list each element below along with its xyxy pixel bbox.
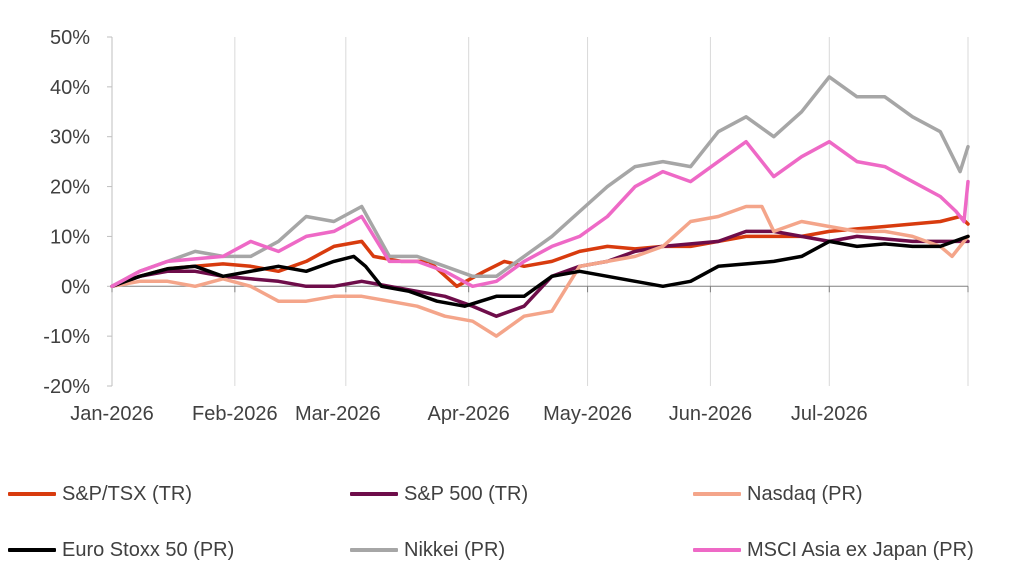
x-tick-label: Apr-2026 xyxy=(428,403,510,425)
y-tick-label: 20% xyxy=(50,177,90,199)
x-tick-label: Jan-2026 xyxy=(70,403,153,425)
series-lines xyxy=(110,75,970,338)
axes xyxy=(107,36,969,387)
y-tick-label: 10% xyxy=(50,226,90,248)
y-tick-label: 40% xyxy=(50,77,90,99)
y-tick-label: -10% xyxy=(43,326,90,348)
legend-swatch-sptsx xyxy=(8,492,56,496)
x-tick-label: May-2026 xyxy=(543,403,632,425)
legend-label-msci-asia: MSCI Asia ex Japan (PR) xyxy=(747,538,974,561)
legend-swatch-msci-asia xyxy=(693,548,741,552)
legend-swatch-eurostoxx xyxy=(8,548,56,552)
legend-item-nikkei: Nikkei (PR) xyxy=(350,536,505,564)
x-tick-label: Jun-2026 xyxy=(669,403,752,425)
y-tick-label: 0% xyxy=(61,276,90,298)
legend-swatch-nikkei xyxy=(350,548,398,552)
legend-swatch-nasdaq xyxy=(693,492,741,496)
y-tick-label: -20% xyxy=(43,376,90,398)
legend-item-msci-asia: MSCI Asia ex Japan (PR) xyxy=(693,536,974,564)
x-tick-label: Mar-2026 xyxy=(295,403,381,425)
legend-label-sp500: S&P 500 (TR) xyxy=(404,482,529,505)
series-line-s-p-500-tr xyxy=(110,229,970,318)
legend-label-eurostoxx: Euro Stoxx 50 (PR) xyxy=(62,538,235,561)
x-tick-label: Jul-2026 xyxy=(791,403,868,425)
series-line-euro-stoxx-50-pr xyxy=(110,234,970,308)
series-line-nikkei-pr xyxy=(110,75,970,289)
legend-item-eurostoxx: Euro Stoxx 50 (PR) xyxy=(8,536,234,564)
legend-label-nikkei: Nikkei (PR) xyxy=(404,538,506,561)
x-tick-label: Feb-2026 xyxy=(192,403,278,425)
series-line-msci-asia-ex-japan-pr xyxy=(110,139,970,289)
line-chart: -20% -10% 0% 10% 20% 30% 40% 50% Jan-2026 Feb-202… xyxy=(43,27,970,425)
legend-item-sptsx: S&P/TSX (TR) xyxy=(8,480,192,508)
legend-label-nasdaq: Nasdaq (PR) xyxy=(747,482,863,505)
series-line-nasdaq-pr xyxy=(110,204,970,338)
legend-swatch-sp500 xyxy=(350,492,398,496)
legend: S&P/TSX (TR) S&P 500 (TR) Nasdaq (PR) Eu… xyxy=(0,470,1024,580)
tick-labels: -20% -10% 0% 10% 20% 30% 40% 50% Jan-2026 Feb-202… xyxy=(43,27,867,425)
y-tick-label: 50% xyxy=(50,27,90,49)
legend-item-sp500: S&P 500 (TR) xyxy=(350,480,528,508)
gridlines xyxy=(234,37,969,386)
y-tick-label: 30% xyxy=(50,127,90,149)
legend-label-sptsx: S&P/TSX (TR) xyxy=(62,482,193,505)
legend-item-nasdaq: Nasdaq (PR) xyxy=(693,480,863,508)
